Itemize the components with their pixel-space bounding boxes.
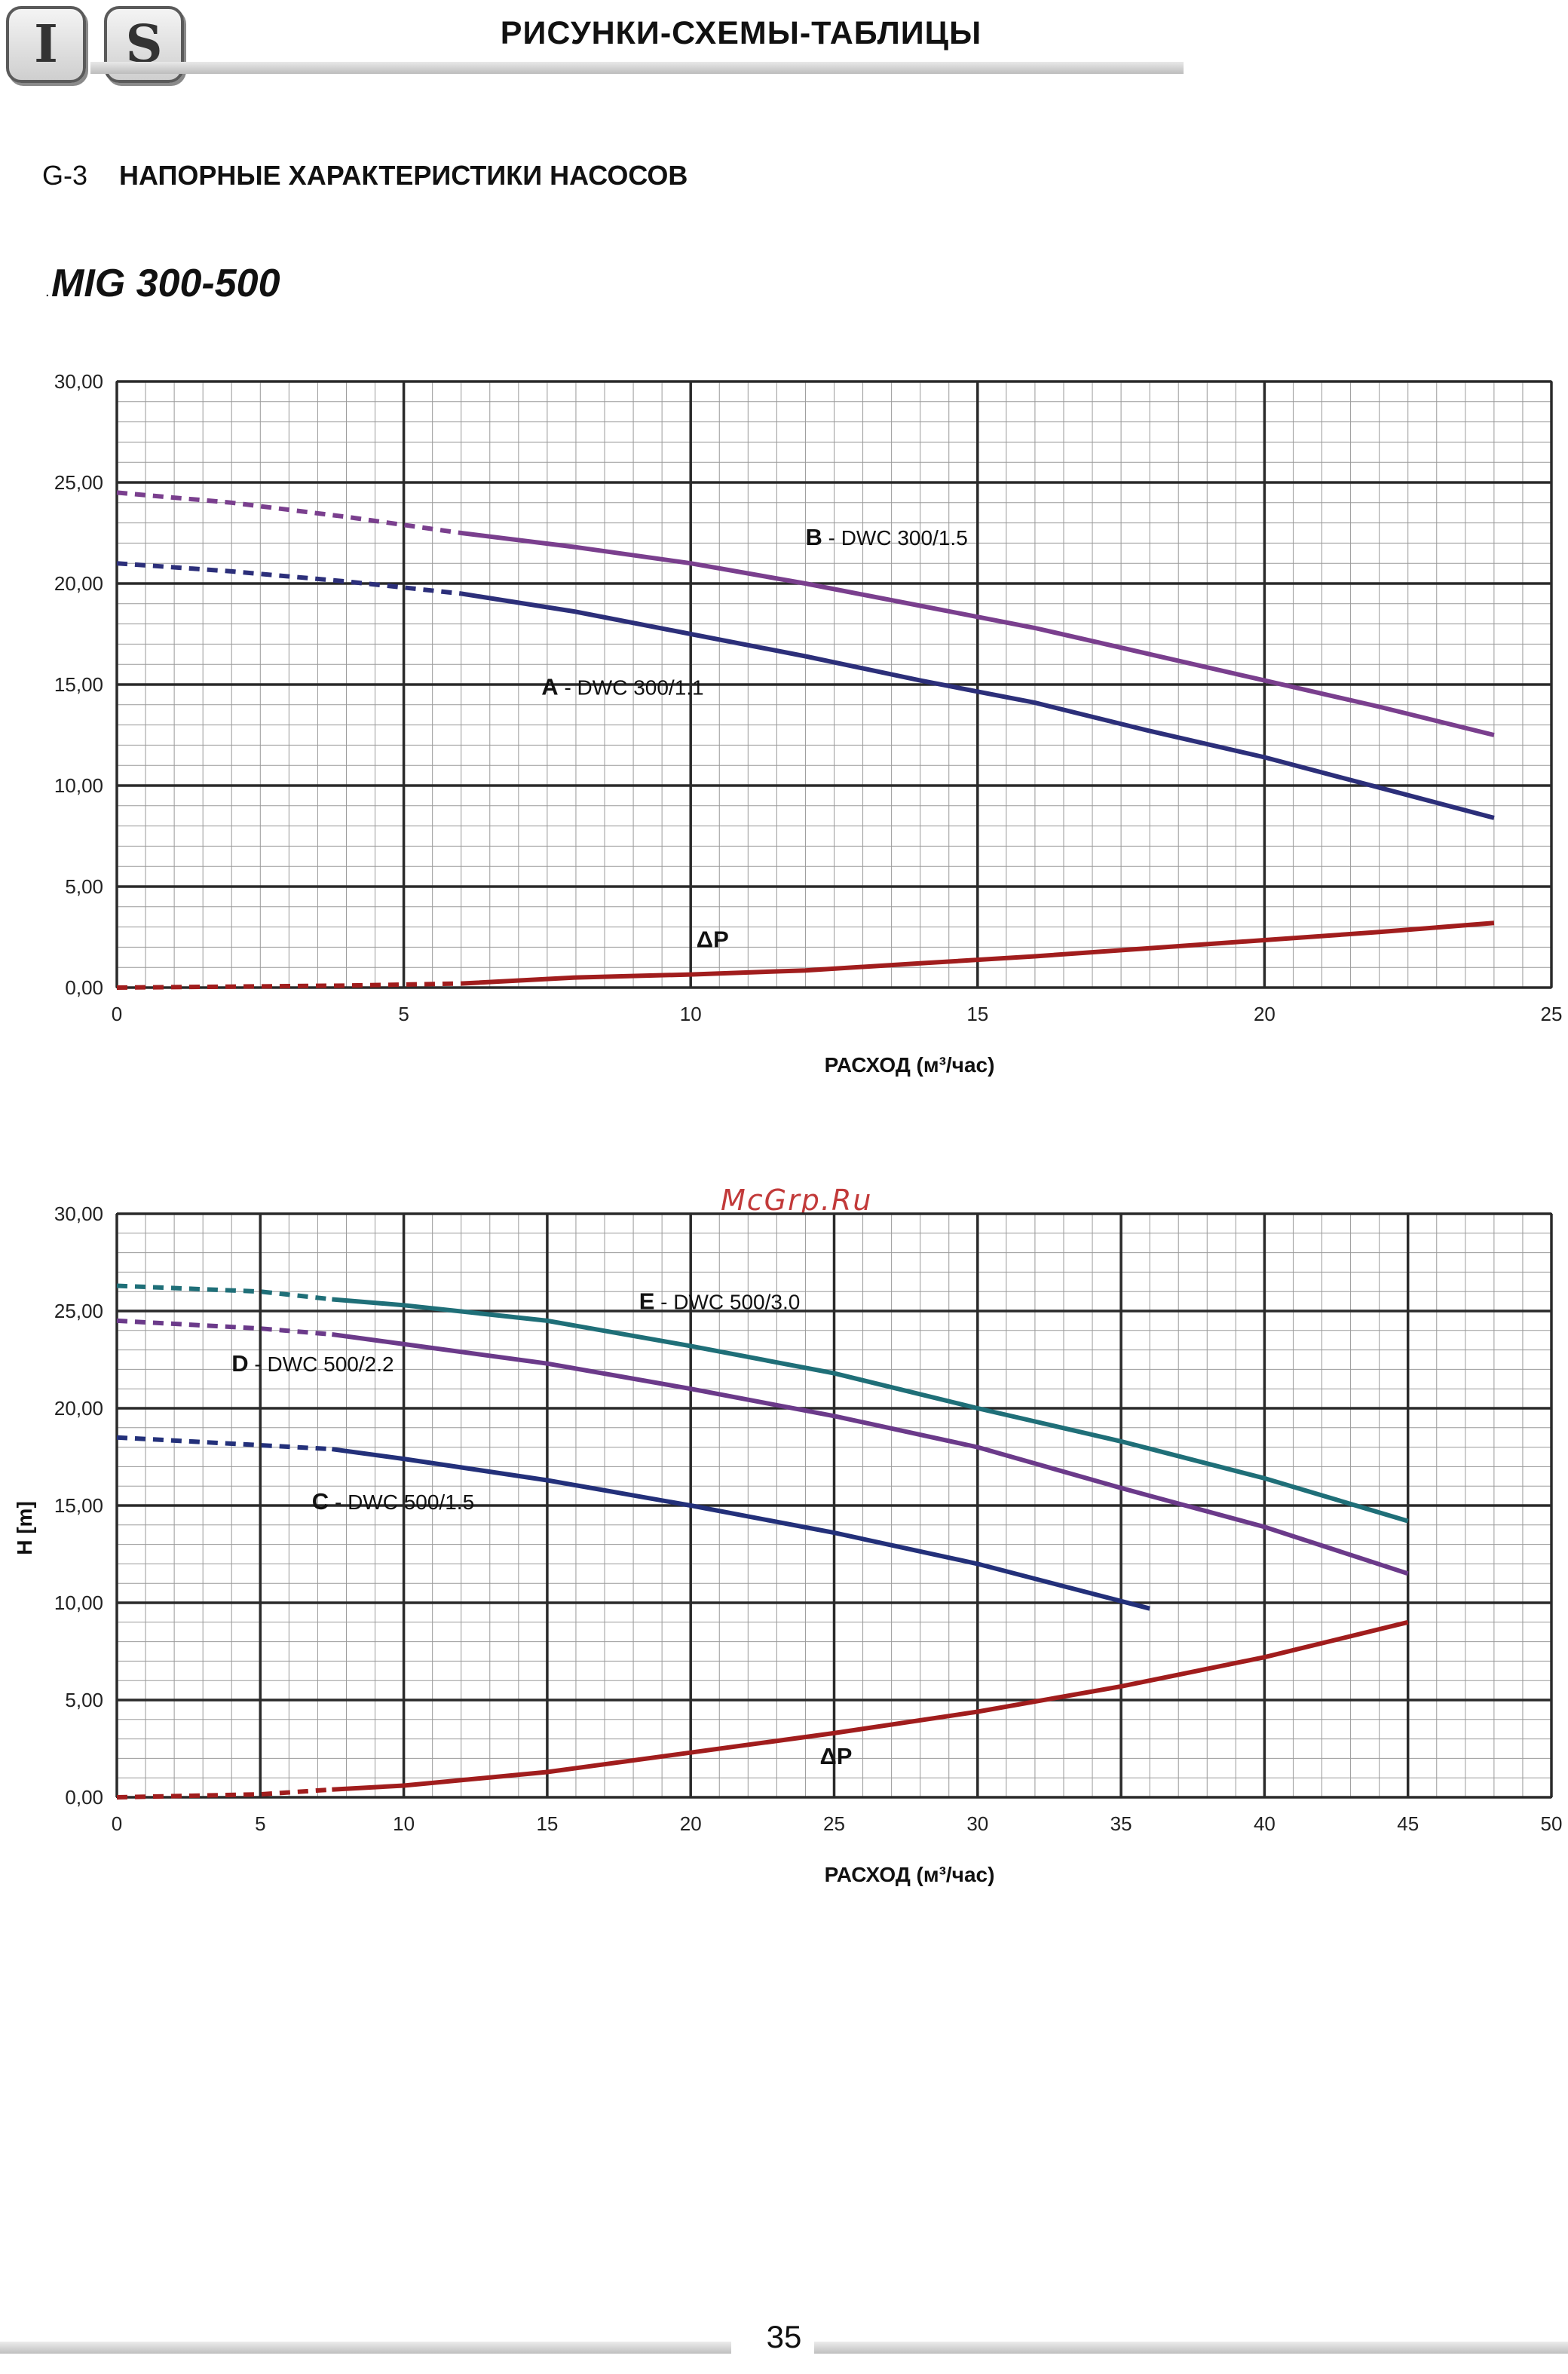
series-label-B: B - DWC 300/1.5 [805,524,967,550]
series-dP-line [461,920,1495,986]
y-axis-label: H [m] [13,1501,36,1555]
x-tick-label: 0 [112,1003,122,1025]
header-title: РИСУНКИ-СХЕМЫ-ТАБЛИЦЫ [500,15,982,51]
series-label-C: C - DWC 500/1.5 [312,1488,474,1515]
series-label-E: E - DWC 500/3.0 [639,1288,801,1314]
company-logo: I S [6,6,187,87]
y-tick-label: 10,00 [54,1591,103,1614]
y-tick-label: 30,00 [54,370,103,393]
series-label-letter: ΔP [697,926,729,952]
series-B-line [461,531,1495,737]
y-tick-label: 15,00 [54,673,103,696]
x-axis-label: РАСХОД (м³/час) [825,1863,995,1886]
series-label-name: - DWC 500/3.0 [654,1290,800,1313]
series-label-letter: D [231,1350,248,1377]
model-title: MIG 300-500 [51,262,280,305]
series-A-dashed-line [116,561,462,596]
x-tick-label: 20 [1254,1003,1276,1025]
section-code: G-3 [42,160,88,191]
series-label-A: A - DWC 300/1.1 [541,673,703,700]
footer-rule-right [814,2342,1568,2354]
y-tick-label: 30,00 [54,1202,103,1225]
y-tick-label: 10,00 [54,774,103,797]
y-tick-label: 25,00 [54,471,103,494]
series-A-line [461,591,1495,820]
x-tick-label: 15 [966,1003,988,1025]
series-label-letter: A [541,673,558,700]
watermark: McGrp.Ru [721,1184,873,1217]
series-E-line [332,1297,1409,1524]
series-label-name: - DWC 500/1.5 [329,1490,474,1514]
series-dP-dashed-line [116,981,461,990]
y-tick-label: 0,00 [65,976,103,999]
grid-lines [115,1212,1553,1799]
section-title: НАПОРНЫЕ ХАРАКТЕРИСТИКИ НАСОСОВ [119,160,688,191]
x-tick-label: 35 [1110,1812,1132,1835]
section-heading: G-3 НАПОРНЫЕ ХАРАКТЕРИСТИКИ НАСОСОВ [42,160,688,191]
y-tick-label: 5,00 [65,875,103,898]
series-dP-dashed-line [116,1787,332,1800]
x-tick-label: 25 [823,1812,845,1835]
x-tick-label: 15 [536,1812,558,1835]
x-tick-label: 20 [680,1812,702,1835]
series-label-letter: E [639,1288,655,1314]
y-tick-label: 0,00 [65,1786,103,1809]
grid-lines [115,380,1553,989]
series-label-name: - DWC 500/2.2 [249,1352,394,1376]
x-tick-label: 45 [1397,1812,1419,1835]
series-label-letter: B [805,524,822,550]
series-label-D: D - DWC 500/2.2 [231,1350,394,1377]
series-dP-line [332,1619,1409,1792]
x-tick-label: 5 [398,1003,409,1025]
x-tick-label: 50 [1541,1812,1563,1835]
model-bullet: . [45,283,50,300]
x-tick-label: 0 [112,1812,122,1835]
series-C-line [331,1447,1150,1611]
footer-rule-left [0,2342,731,2354]
series-label-dP: ΔP [697,926,729,952]
series-B-dashed-line [116,490,462,535]
x-tick-label: 30 [966,1812,988,1835]
chart-mig-500: 0 5 10 15 20 25 30 35 40 45 50 0,00 5,00 10,00 15,00 20… [13,1202,1563,1886]
series-D-line [331,1332,1409,1576]
y-tick-label: 5,00 [65,1689,103,1711]
x-tick-label: 10 [680,1003,702,1025]
page-number: 35 [766,2319,802,2354]
x-tick-label: 10 [393,1812,415,1835]
series-label-name: - DWC 300/1.5 [822,526,968,550]
series-label-name: - DWC 300/1.1 [559,675,704,699]
header-rule [90,62,1184,74]
logo-letter-i: I [6,6,86,83]
x-tick-label: 5 [255,1812,265,1835]
series-label-letter: ΔP [819,1743,852,1769]
y-tick-label: 20,00 [54,1397,103,1420]
x-tick-label: 25 [1541,1003,1563,1025]
y-tick-label: 20,00 [54,572,103,595]
x-tick-label: 40 [1254,1812,1276,1835]
x-axis-label: РАСХОД (м³/час) [825,1053,995,1077]
y-tick-label: 25,00 [54,1300,103,1322]
y-tick-label: 15,00 [54,1494,103,1517]
chart-mig-300: 0 5 10 15 20 25 0,00 5,00 10,00 15,00 20,00 25,00 30… [54,370,1563,1077]
series-label-dP: ΔP [819,1743,852,1769]
series-label-letter: C [312,1488,329,1515]
